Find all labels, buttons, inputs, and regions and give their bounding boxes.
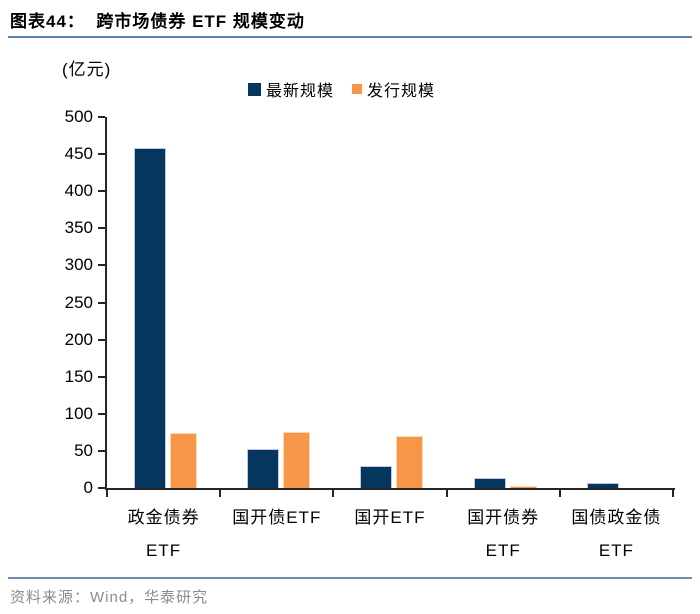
x-category-label: 国开债券 ETF xyxy=(447,501,560,567)
x-category-label-line: 国开ETF xyxy=(354,508,426,527)
x-category-label-line: ETF xyxy=(598,541,634,560)
y-tick-label: 250 xyxy=(64,292,93,312)
legend-label-latest-scale: 最新规模 xyxy=(266,83,335,100)
y-axis-line xyxy=(105,117,107,490)
bar-issue-国开ETF xyxy=(396,436,424,488)
y-axis-tick xyxy=(98,227,105,230)
x-category-label-line: ETF xyxy=(146,541,182,560)
x-axis-tick xyxy=(332,490,335,497)
source-rule xyxy=(8,577,692,579)
x-category-label-line: 国债政金债 xyxy=(571,508,662,527)
x-axis-tick xyxy=(219,490,222,497)
x-axis-line xyxy=(105,488,675,490)
bar-latest-国开债券ETF xyxy=(473,478,506,488)
y-tick-label: 350 xyxy=(64,218,93,238)
title-rule xyxy=(8,36,692,38)
y-axis-tick xyxy=(98,264,105,267)
legend-item-issue-scale: 发行规模 xyxy=(352,77,435,101)
bar-latest-国债政金债ETF xyxy=(586,482,619,488)
y-axis-tick xyxy=(98,412,105,415)
y-axis-tick xyxy=(98,375,105,378)
figure-title: 图表44： 跨市场债券 ETF 规模变动 xyxy=(10,12,305,31)
y-tick-label: 100 xyxy=(64,403,93,423)
x-category-label-line: ETF xyxy=(485,541,521,560)
source-note: 资料来源：Wind，华泰研究 xyxy=(10,589,209,606)
y-axis-tick xyxy=(98,449,105,452)
bar-latest-国开债ETF xyxy=(247,448,280,488)
y-axis-unit-label: (亿元) xyxy=(62,60,112,79)
x-category-label-line: 国开债ETF xyxy=(232,508,322,527)
y-tick-label: 200 xyxy=(64,329,93,349)
legend-label-issue-scale: 发行规模 xyxy=(367,83,436,100)
y-tick-label: 400 xyxy=(64,181,93,201)
x-category-label: 国债政金债 ETF xyxy=(560,501,673,567)
legend-swatch-latest-scale xyxy=(248,82,261,96)
x-axis-tick xyxy=(106,490,108,497)
y-axis-tick xyxy=(98,301,105,304)
y-axis-tick xyxy=(98,190,105,193)
y-axis-tick xyxy=(98,116,105,118)
y-tick-label: 500 xyxy=(64,107,93,126)
x-category-label-line: 国开债券 xyxy=(467,508,540,527)
x-category-label: 政金债券 ETF xyxy=(107,501,220,567)
bar-issue-国开债ETF xyxy=(283,431,311,488)
bar-issue-国开债券ETF xyxy=(509,485,537,488)
x-axis-tick xyxy=(558,490,561,497)
y-tick-label: 150 xyxy=(64,366,93,386)
x-axis-tick xyxy=(672,490,674,497)
y-axis-tick xyxy=(98,153,105,156)
x-category-label: 国开ETF xyxy=(333,501,446,534)
bar-issue-政金债券ETF xyxy=(170,433,197,488)
y-axis-tick xyxy=(98,487,105,489)
bar-latest-国开ETF xyxy=(360,465,393,488)
y-tick-label: 0 xyxy=(83,478,93,497)
y-tick-label: 50 xyxy=(74,440,93,460)
y-axis-tick xyxy=(98,338,105,341)
x-category-label-line: 政金债券 xyxy=(127,508,200,527)
x-axis-tick xyxy=(445,490,448,497)
legend-item-latest-scale: 最新规模 xyxy=(248,77,334,101)
y-tick-label: 450 xyxy=(64,144,93,164)
x-category-label: 国开债ETF xyxy=(220,501,333,534)
y-tick-label: 300 xyxy=(64,255,93,275)
legend-swatch-issue-scale xyxy=(352,84,363,94)
bar-latest-政金债券ETF xyxy=(134,148,166,488)
chart-legend: 最新规模 发行规模 xyxy=(248,77,435,101)
